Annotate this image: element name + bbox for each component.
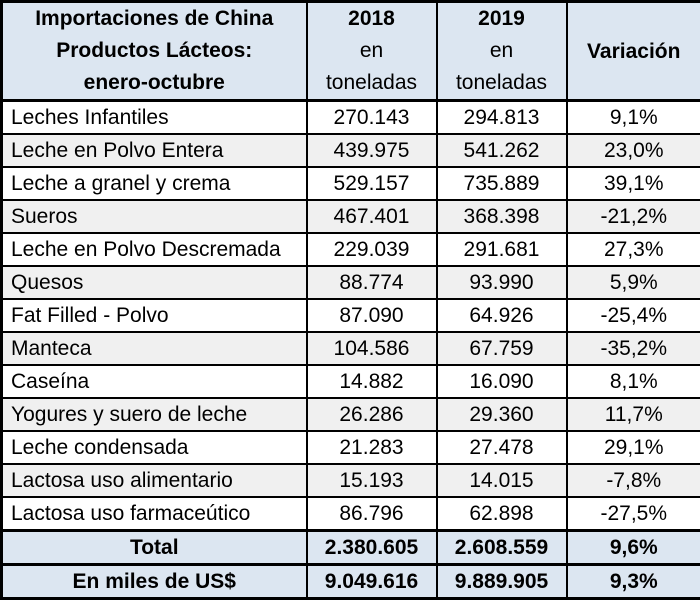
product-cell: Fat Filled - Polvo [0, 297, 308, 333]
variation-cell: 27,3% [565, 231, 700, 267]
col-header-2018-unit2: toneladas [325, 71, 418, 94]
product-cell: Sueros [0, 198, 308, 234]
value-2019-cell: 368.398 [435, 198, 568, 234]
col-header-2019-unit1: en [489, 39, 514, 62]
title-line-2: Productos Lácteos: [56, 39, 253, 62]
table-row: Lactosa uso alimentario 15.193 14.015 -7… [0, 463, 700, 499]
variation-cell: 11,7% [565, 397, 700, 433]
product-cell: Leche condensada [0, 430, 308, 466]
value-2018-cell: 87.090 [305, 297, 438, 333]
value-2019-cell: 29.360 [435, 397, 568, 433]
usd-row: En miles de US$ 9.049.616 9.889.905 9,3% [0, 563, 700, 600]
product-cell: Leche en Polvo Descremada [0, 231, 308, 267]
table-body: Leches Infantiles 270.143 294.813 9,1% L… [0, 99, 700, 532]
value-2019-cell: 67.759 [435, 330, 568, 367]
table-header: Importaciones de China Productos Lácteos… [0, 0, 700, 102]
col-header-2018: 2018 en toneladas [305, 0, 438, 102]
variation-cell: -35,2% [565, 330, 700, 367]
table-row: Leches Infantiles 270.143 294.813 9,1% [0, 99, 700, 135]
value-2019-cell: 291.681 [435, 231, 568, 267]
variation-cell: 39,1% [565, 165, 700, 201]
total-2019-cell: 2.608.559 [435, 529, 568, 566]
product-cell: Quesos [0, 264, 308, 300]
value-2019-cell: 93.990 [435, 264, 568, 300]
value-2018-cell: 529.157 [305, 165, 438, 201]
col-header-2019: 2019 en toneladas [435, 0, 568, 102]
usd-2019-cell: 9.889.905 [435, 563, 568, 600]
value-2019-cell: 16.090 [435, 363, 568, 400]
product-cell: Leche a granel y crema [0, 165, 308, 201]
header-row: Importaciones de China Productos Lácteos… [0, 0, 700, 102]
table-row: Leche en Polvo Entera 439.975 541.262 23… [0, 132, 700, 168]
total-row: Total 2.380.605 2.608.559 9,6% [0, 529, 700, 566]
table-row: Caseína 14.882 16.090 8,1% [0, 363, 700, 400]
variation-cell: -21,2% [565, 198, 700, 234]
col-header-2018-unit1: en [359, 39, 384, 62]
col-header-2019-unit2: toneladas [455, 71, 548, 94]
usd-2018-cell: 9.049.616 [305, 563, 438, 600]
col-header-2019-year: 2019 [478, 7, 525, 30]
table-row: Lactosa uso farmaceútico 86.796 62.898 -… [0, 496, 700, 532]
value-2019-cell: 541.262 [435, 132, 568, 168]
col-header-variacion-label: Variación [587, 39, 681, 63]
value-2019-cell: 735.889 [435, 165, 568, 201]
value-2018-cell: 14.882 [305, 363, 438, 400]
variation-cell: -27,5% [565, 496, 700, 532]
value-2018-cell: 15.193 [305, 463, 438, 499]
value-2018-cell: 26.286 [305, 397, 438, 433]
total-variation-cell: 9,6% [565, 529, 700, 566]
col-header-2018-year: 2018 [348, 7, 395, 30]
value-2018-cell: 104.586 [305, 330, 438, 367]
product-cell: Lactosa uso alimentario [0, 463, 308, 499]
col-header-variacion: Variación [565, 0, 700, 102]
table-row: Leche condensada 21.283 27.478 29,1% [0, 430, 700, 466]
variation-cell: -25,4% [565, 297, 700, 333]
value-2019-cell: 64.926 [435, 297, 568, 333]
value-2018-cell: 439.975 [305, 132, 438, 168]
value-2019-cell: 27.478 [435, 430, 568, 466]
variation-cell: 5,9% [565, 264, 700, 300]
title-line-3: enero-octubre [83, 71, 225, 94]
table-footer: Total 2.380.605 2.608.559 9,6% En miles … [0, 529, 700, 600]
value-2019-cell: 294.813 [435, 99, 568, 135]
product-cell: Manteca [0, 330, 308, 367]
table-row: Fat Filled - Polvo 87.090 64.926 -25,4% [0, 297, 700, 333]
value-2018-cell: 270.143 [305, 99, 438, 135]
product-cell: Caseína [0, 363, 308, 400]
product-cell: Leches Infantiles [0, 99, 308, 135]
table-row: Sueros 467.401 368.398 -21,2% [0, 198, 700, 234]
product-cell: Leche en Polvo Entera [0, 132, 308, 168]
value-2018-cell: 88.774 [305, 264, 438, 300]
table-row: Leche en Polvo Descremada 229.039 291.68… [0, 231, 700, 267]
variation-cell: 8,1% [565, 363, 700, 400]
usd-label-cell: En miles de US$ [0, 563, 308, 600]
variation-cell: 9,1% [565, 99, 700, 135]
table-row: Leche a granel y crema 529.157 735.889 3… [0, 165, 700, 201]
usd-variation-cell: 9,3% [565, 563, 700, 600]
table-row: Yogures y suero de leche 26.286 29.360 1… [0, 397, 700, 433]
variation-cell: 23,0% [565, 132, 700, 168]
value-2018-cell: 86.796 [305, 496, 438, 532]
product-cell: Lactosa uso farmaceútico [0, 496, 308, 532]
table-title: Importaciones de China Productos Lácteos… [0, 0, 308, 102]
table-row: Quesos 88.774 93.990 5,9% [0, 264, 700, 300]
value-2018-cell: 467.401 [305, 198, 438, 234]
value-2018-cell: 21.283 [305, 430, 438, 466]
title-line-1: Importaciones de China [35, 7, 274, 30]
variation-cell: -7,8% [565, 463, 700, 499]
total-2018-cell: 2.380.605 [305, 529, 438, 566]
value-2018-cell: 229.039 [305, 231, 438, 267]
total-label-cell: Total [0, 529, 308, 566]
product-cell: Yogures y suero de leche [0, 397, 308, 433]
variation-cell: 29,1% [565, 430, 700, 466]
value-2019-cell: 62.898 [435, 496, 568, 532]
table-row: Manteca 104.586 67.759 -35,2% [0, 330, 700, 367]
value-2019-cell: 14.015 [435, 463, 568, 499]
